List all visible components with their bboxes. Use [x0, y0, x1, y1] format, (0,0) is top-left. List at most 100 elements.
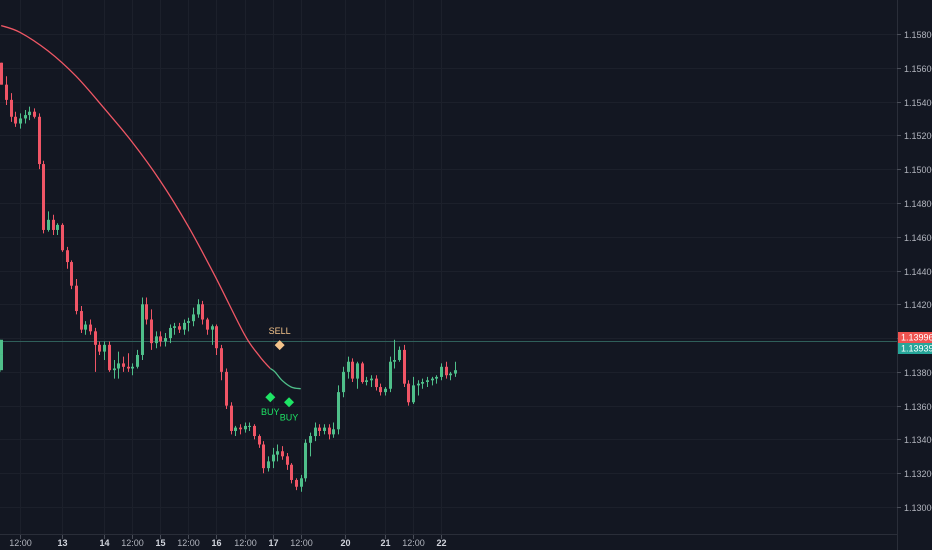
candle-bull [248, 425, 251, 427]
y-axis-tick-label: 1.13600 [904, 402, 932, 412]
moving-average-line-bull [269, 367, 301, 390]
candle-bear [375, 378, 378, 388]
candle-bull [365, 380, 368, 382]
candle-bull [84, 324, 87, 330]
candlestick-series [0, 62, 457, 492]
sell-signal-label: SELL [269, 326, 291, 336]
buy-signal-label: BUY [280, 412, 299, 422]
candle-bear [80, 311, 83, 330]
candle-bear [295, 479, 298, 487]
candle-bear [201, 304, 204, 320]
candle-bull [131, 366, 134, 369]
x-axis-tick-label: 21 [380, 538, 390, 548]
candle-bear [0, 62, 3, 85]
x-axis-tick-label: 12:00 [290, 538, 313, 548]
candle-bull [417, 383, 420, 386]
candle-bull [435, 376, 438, 379]
candle-bull [389, 361, 392, 389]
price-badge-label: 1.13939 [901, 344, 932, 354]
candle-bull [314, 427, 317, 437]
candle-bear [150, 319, 153, 344]
candle-bear [5, 84, 8, 100]
candle-bull [24, 115, 27, 119]
y-axis-tick-label: 1.13800 [904, 368, 932, 378]
candle-bull [267, 461, 270, 469]
candle-bull [234, 427, 237, 431]
candle-bear [159, 336, 162, 342]
candle-bear [33, 111, 36, 117]
buy-signal-marker [265, 392, 276, 403]
candle-bull [426, 380, 429, 382]
grid [0, 0, 897, 534]
y-axis-tick-label: 1.14200 [904, 300, 932, 310]
candle-bull [113, 368, 116, 371]
candle-bull [332, 429, 335, 435]
x-axis-tick-label: 20 [340, 538, 350, 548]
candle-bull [272, 454, 275, 462]
x-axis-tick-label: 13 [57, 538, 67, 548]
candle-bull [187, 321, 190, 323]
candle-bear [42, 164, 45, 230]
x-axis-tick-label: 17 [268, 538, 278, 548]
candle-bear [70, 262, 73, 286]
candle-bear [290, 464, 293, 480]
price-badge-green [898, 343, 932, 354]
y-axis-tick-label: 1.14600 [904, 233, 932, 243]
y-axis-tick-label: 1.13400 [904, 435, 932, 445]
candle-bear [10, 99, 13, 117]
candle-bear [220, 348, 223, 372]
candle-bull [0, 354, 3, 371]
price-badge-red [898, 332, 932, 343]
x-axis-tick-label: 22 [436, 538, 446, 548]
candle-bear [75, 285, 78, 312]
candle-bull [103, 344, 106, 352]
x-axis-tick-label: 14 [99, 538, 109, 548]
candle-bull [164, 338, 167, 342]
candle-bear [262, 444, 265, 469]
y-axis-tick-label: 1.15200 [904, 131, 932, 141]
candle-bull [398, 349, 401, 361]
candle-bear [14, 116, 17, 124]
candle-bull [300, 478, 303, 487]
candle-bear [230, 405, 233, 431]
candle-bull [412, 385, 415, 403]
x-axis-tick-label: 15 [155, 538, 165, 548]
candle-bear [38, 116, 41, 165]
candle-bull [117, 363, 120, 369]
time-axis[interactable]: 12:00 13 14 12:00 15 12:00 16 12:00 17 12:00 20 21 1… [9, 535, 447, 548]
candle-bear [445, 366, 448, 376]
moving-average-line [0, 24, 271, 369]
y-axis-tick-label: 1.15000 [904, 165, 932, 175]
candle-bear [108, 344, 111, 371]
candle-bear [407, 383, 410, 403]
buy-signal-label: BUY [261, 407, 280, 417]
candle-bull [169, 327, 172, 339]
candle-bull [211, 326, 214, 330]
sell-signal-marker [274, 340, 285, 351]
candle-bull [309, 436, 312, 443]
candle-bull [0, 339, 3, 355]
x-axis-tick-label: 12:00 [234, 538, 257, 548]
candle-bear [286, 456, 289, 465]
candle-bear [379, 387, 382, 393]
candle-bull [136, 354, 139, 367]
candle-bear [145, 304, 148, 320]
candle-bull [323, 427, 326, 431]
buy-signal-marker [284, 397, 295, 408]
candle-bull [304, 442, 307, 479]
candle-bull [454, 370, 457, 374]
x-axis-tick-label: 12:00 [9, 538, 32, 548]
candle-bull [356, 363, 359, 379]
candle-bull [47, 219, 50, 230]
candle-bull [141, 304, 144, 355]
candle-bull [19, 118, 22, 124]
candle-bear [206, 319, 209, 330]
candle-bear [361, 363, 364, 382]
candle-bear [127, 366, 130, 369]
candle-bear [89, 324, 92, 332]
candle-bull [440, 366, 443, 377]
